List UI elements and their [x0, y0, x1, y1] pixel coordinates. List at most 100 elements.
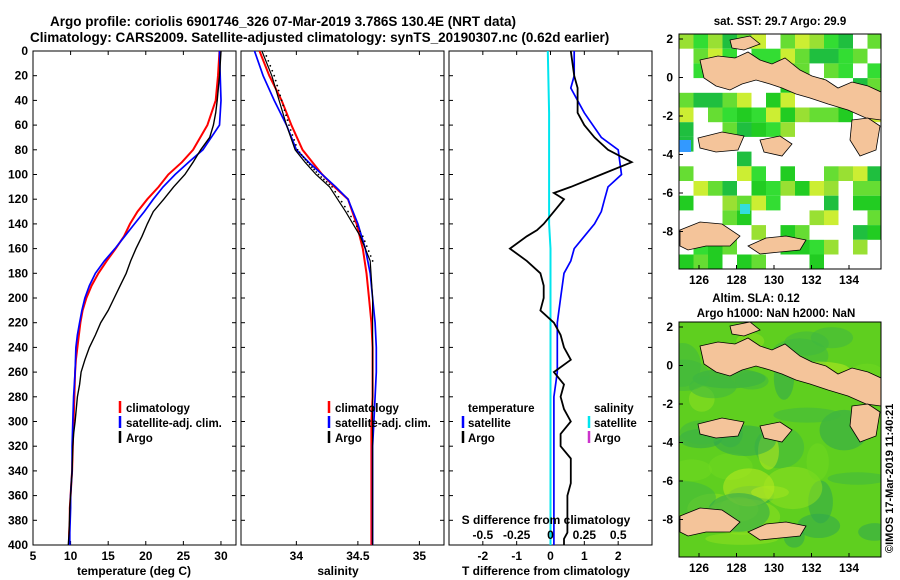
sst-cell — [780, 107, 795, 123]
sst-cell — [838, 166, 853, 181]
depth-tick-label: 40 — [15, 93, 29, 107]
sst-cell — [824, 48, 839, 64]
sst-cell — [740, 204, 750, 214]
argo-salinity-dot — [300, 153, 303, 156]
sst-cell — [809, 107, 824, 123]
legend-temperature-title: temperature — [468, 403, 534, 415]
land-aru-island — [849, 117, 881, 157]
temperature-y-tickmarks — [33, 50, 236, 546]
map-y-tick-label: -4 — [662, 148, 673, 162]
sst-map-title: sat. SST: 29.7 Argo: 29.9 — [714, 16, 847, 28]
sst-cell — [809, 48, 824, 64]
land-small-island-3 — [759, 135, 793, 157]
legend-label-climatology: climatology — [126, 403, 191, 415]
salinity-difference-satellite-line — [546, 51, 552, 545]
x-tick-label: 34 — [290, 549, 304, 563]
map-y-tick-label: -2 — [662, 109, 673, 123]
sst-cell — [737, 122, 752, 137]
map-y-tick-label: -6 — [662, 186, 673, 200]
sla-map-frame — [678, 321, 882, 558]
sst-cell — [751, 107, 766, 123]
depth-tick-label: 100 — [8, 168, 28, 182]
argo-salinity-dot — [361, 235, 364, 238]
salinity-panel: 34 34.5 35 salinity climatology satellite-… — [240, 50, 445, 578]
sst-cell — [679, 140, 691, 152]
depth-tick-label: 320 — [8, 439, 28, 453]
sst-cell — [824, 239, 839, 255]
argo-salinity-dot — [323, 178, 325, 181]
sst-cell — [853, 181, 868, 196]
sla-patch — [734, 372, 769, 390]
sst-cell — [780, 122, 795, 137]
difference-x2label: S difference from climatology — [462, 513, 631, 527]
sst-cell — [867, 210, 881, 226]
sst-cell — [867, 166, 881, 181]
sst-cell — [679, 92, 694, 108]
argo-salinity-dot — [306, 161, 309, 164]
map-x-tick-label: 128 — [726, 561, 746, 575]
sst-cell — [853, 48, 868, 64]
argo-salinity-dot — [343, 205, 346, 208]
x2-tick-label: 0 — [547, 528, 554, 542]
argo-salinity-dot — [353, 220, 355, 223]
salinity-legend: climatology satellite-adj. clim. Argo — [327, 401, 431, 445]
sst-map-frame — [678, 33, 882, 270]
sst-cell — [795, 225, 810, 240]
sst-cell — [766, 181, 781, 196]
salinity-x-ticks: 34 34.5 35 — [290, 51, 426, 563]
temperature-axes-frame — [32, 50, 237, 546]
sst-cell — [867, 34, 881, 49]
temperature-x-ticks: 5 10 15 20 25 30 — [30, 51, 228, 563]
sst-cell — [795, 181, 810, 196]
argo-salinity-dot — [317, 173, 320, 176]
land-small-island-1 — [729, 322, 761, 337]
sst-cell — [809, 34, 824, 49]
sst-cell — [766, 195, 781, 211]
sst-cell — [766, 107, 781, 123]
salinity-satellite-line — [253, 51, 378, 545]
land-timor — [747, 521, 807, 541]
argo-salinity-dot — [337, 195, 340, 198]
credit-text: ©IMOS 17-Mar-2019 11:40:21 — [884, 404, 896, 553]
map-x-tick-label: 128 — [726, 273, 746, 287]
sla-map-title-line2: Argo h1000: NaN h2000: NaN — [697, 308, 856, 320]
sst-cell — [708, 34, 723, 49]
sla-map-ticks: 126 128 130 132 134 2 0 -2 -4 -6 -8 — [662, 320, 859, 575]
land-bird-head — [699, 51, 881, 121]
map-x-tick-label: 126 — [689, 561, 709, 575]
difference-y-tickmarks — [449, 50, 652, 546]
sst-cell — [751, 181, 766, 196]
depth-tick-label: 260 — [8, 365, 28, 379]
sst-cell — [708, 92, 723, 108]
argo-salinity-dot — [286, 119, 289, 122]
temperature-xlabel: temperature (deg C) — [77, 564, 191, 578]
sst-cell — [824, 63, 839, 79]
argo-salinity-dot — [302, 156, 305, 159]
map-y-tick-label: 2 — [666, 32, 673, 46]
sst-cell — [708, 254, 723, 269]
sst-cell — [809, 239, 824, 255]
map-x-tick-label: 132 — [801, 273, 821, 287]
map-x-tick-label: 126 — [689, 273, 709, 287]
x-tick-label: 15 — [102, 549, 116, 563]
sst-cell — [867, 181, 881, 196]
sst-cell — [708, 107, 723, 123]
argo-salinity-dot — [334, 190, 337, 193]
sst-cell — [809, 254, 824, 269]
legend-label-climatology: climatology — [335, 403, 400, 415]
depth-tick-label: 400 — [8, 538, 28, 552]
sst-cell — [838, 48, 853, 64]
sst-cell — [766, 48, 781, 64]
sst-cell — [722, 210, 737, 226]
depth-tick-label: 0 — [21, 44, 28, 58]
legend-label-argo: Argo — [335, 433, 362, 445]
argo-salinity-dot — [315, 171, 318, 173]
depth-tick-label: 240 — [8, 340, 28, 354]
legend-label-satellite: satellite-adj. clim. — [126, 418, 222, 430]
argo-salinity-dot — [283, 109, 286, 112]
temperature-argo-line — [67, 51, 222, 545]
land-small-island-2 — [697, 131, 745, 153]
figure-title-line2: Climatology: CARS2009. Satellite-adjuste… — [30, 30, 609, 45]
sst-cell — [722, 181, 737, 196]
argo-salinity-dot — [296, 148, 299, 151]
